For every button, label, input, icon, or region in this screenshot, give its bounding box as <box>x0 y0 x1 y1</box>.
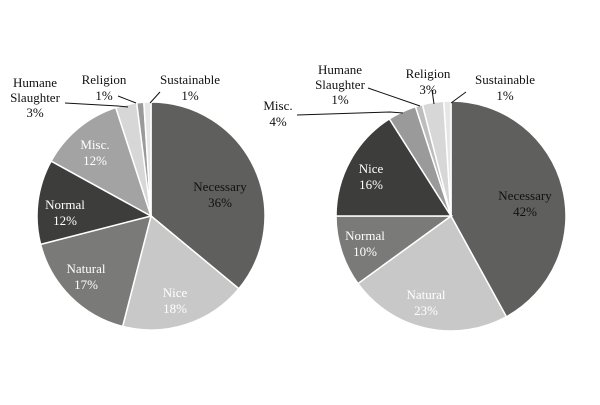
pie-slice-natural <box>356 214 508 332</box>
leader-line-sustainable <box>450 91 467 104</box>
leader-line-religion <box>117 95 137 104</box>
pie-slice-misc <box>50 106 153 218</box>
pie-chart-1: Necessary 36% Nice 18% Natural 17% Normal 12% Mi… <box>10 72 266 331</box>
slice-label-nice: Nice 18% <box>163 285 188 316</box>
leader-line-misc <box>296 111 404 116</box>
pie-slice-sustainable <box>442 100 452 217</box>
slice-label-humane-slaughter: Humane Slaughter 3% <box>10 75 60 120</box>
slice-label-humane-slaughter: Humane Slaughter 1% <box>315 62 365 107</box>
slice-label-religion: Religion 1% <box>82 72 127 103</box>
slice-label-misc: Misc. 4% <box>263 98 292 129</box>
pie-slice-normal <box>335 215 454 285</box>
slice-label-misc: Misc. 12% <box>80 137 109 168</box>
slice-label-religion: Religion 3% <box>406 66 451 97</box>
slice-label-natural: Natural 23% <box>407 287 446 318</box>
pie-slice-nice <box>121 214 240 331</box>
slice-label-sustainable: Sustainable 1% <box>475 72 535 103</box>
pie-slice-necessary <box>150 101 266 290</box>
pie-slice-normal <box>36 160 154 246</box>
slice-label-nice: Nice 16% <box>359 161 384 192</box>
slice-label-necessary: Necessary 42% <box>498 188 552 219</box>
pie-slice-nice <box>335 117 453 217</box>
leader-line-religion <box>431 89 435 105</box>
slice-label-natural: Natural 17% <box>67 261 106 292</box>
pie-slice-necessary <box>450 100 567 318</box>
leader-line-humane-slaughter <box>64 102 129 108</box>
leader-line-sustainable <box>149 91 161 104</box>
pie-slice-natural <box>39 214 153 328</box>
slice-label-normal: Normal 12% <box>45 197 85 228</box>
slice-label-normal: Normal 10% <box>345 228 385 259</box>
slice-label-necessary: Necessary 36% <box>193 179 247 210</box>
pie-chart-2: Necessary 42% Natural 23% Normal 10% Nice 16% Mi… <box>263 62 567 332</box>
leader-line-humane-slaughter <box>367 87 421 107</box>
slice-label-sustainable: Sustainable 1% <box>160 72 220 103</box>
